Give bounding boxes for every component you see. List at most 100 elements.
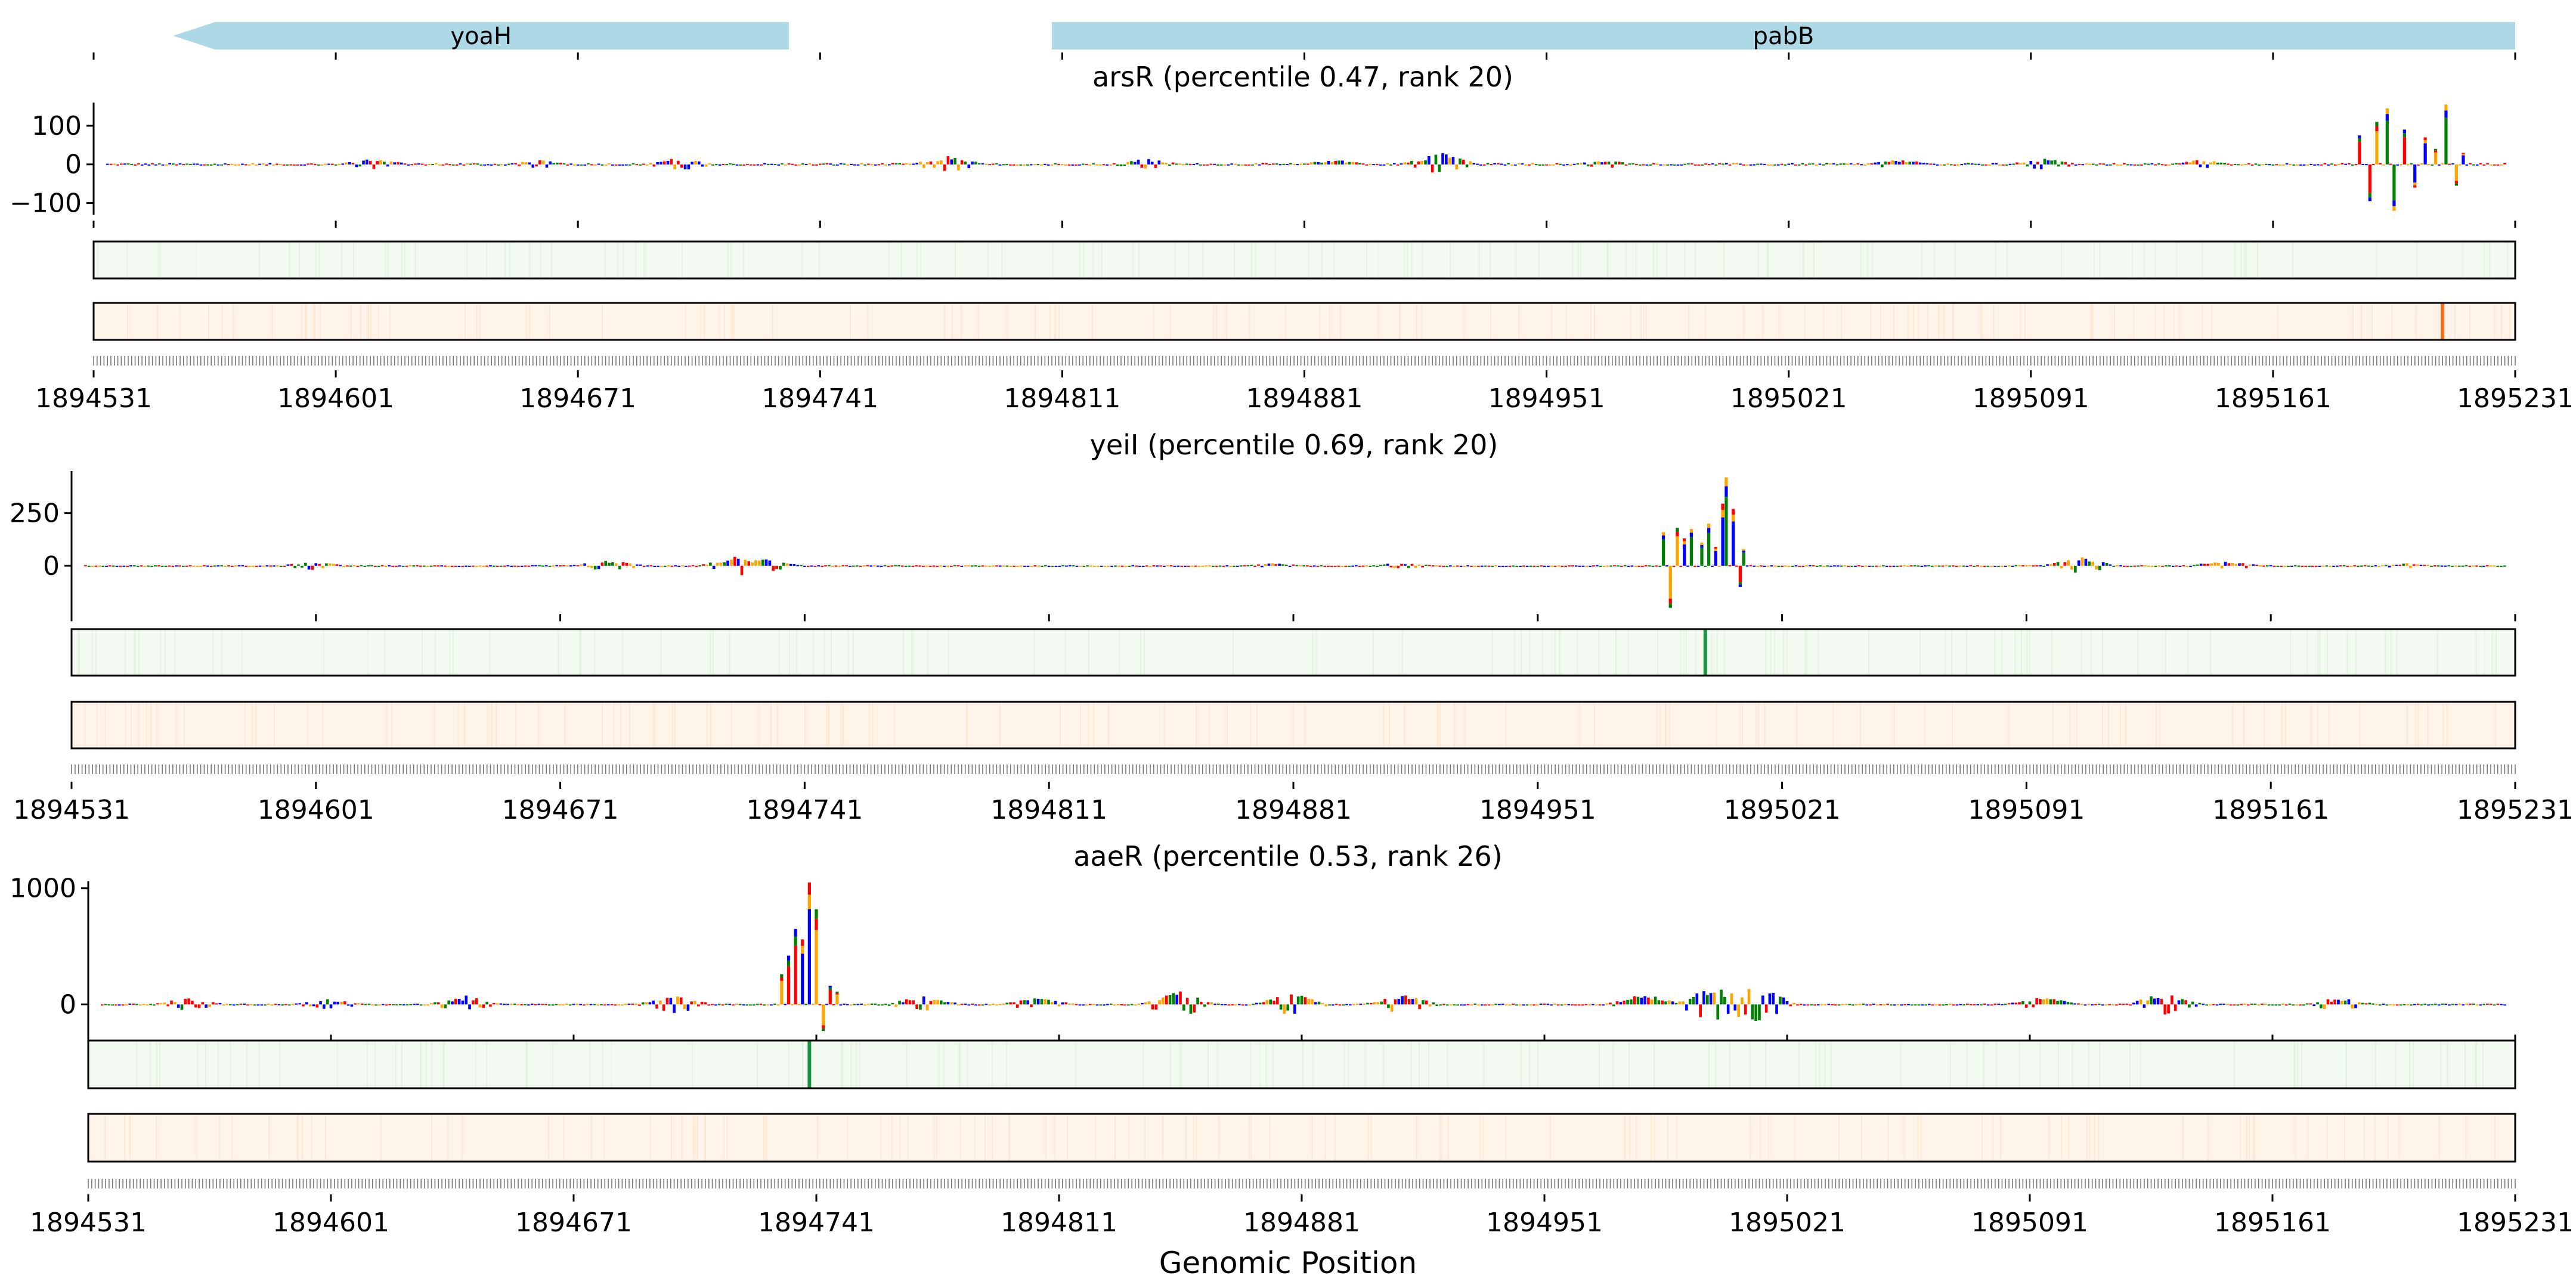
logo-letter [2433,150,2438,153]
logo-letter [1002,164,1005,166]
logo-letter [2246,1004,2250,1006]
logo-letter [677,565,680,567]
logo-letter [1386,163,1389,165]
logo-letter [1431,164,1434,173]
logo-letter [590,164,593,166]
logo-letter [2337,163,2340,165]
logo-letter [1190,565,1194,567]
peak-stack [2454,164,2458,186]
green-score-track [92,240,2516,280]
logo-letter [1103,1004,1106,1006]
gene-yoaH: yoaH [173,22,789,50]
logo-letter [831,565,834,567]
logo-letter [2258,164,2261,166]
logo-letter [1598,1004,1602,1006]
logo-letter [2039,164,2043,169]
logo-letter [2423,1004,2427,1005]
baseline-noise [84,556,2506,575]
logo-letter [1623,565,1627,566]
logo-letter [670,565,674,567]
logo-letter [468,565,471,567]
logo-letter [1253,565,1256,567]
logo-letter [1215,565,1218,567]
logo-letter [690,1001,693,1005]
logo-letter [1434,154,1438,165]
logo-letter [2399,164,2402,166]
logo-letter [1133,162,1137,165]
logo-letter [1966,1004,1969,1005]
logo-letter [2182,565,2185,566]
logo-letter [1088,164,1092,166]
logo-letter [883,565,887,566]
logo-letter [493,565,496,567]
logo-letter [1029,164,1033,166]
logo-letter [1787,163,1791,165]
logo-letter [1135,565,1138,567]
logo-letter [1930,565,1934,567]
logo-letter [459,163,462,165]
logo-letter [440,565,443,567]
gene-pabB: pabB [1051,22,2516,50]
logo-letter [2171,995,2174,1005]
logo-letter [436,1002,440,1005]
logo-letter [1417,161,1420,165]
logo-letter [104,1004,107,1005]
logo-letter [143,565,147,567]
logo-letter [1023,1000,1026,1005]
logo-letter [1782,997,1785,1005]
logo-letter [2095,565,2098,569]
logo-letter [2004,565,2007,567]
logo-letter [1219,164,1223,166]
logo-letter [192,163,196,165]
logo-letter [1742,552,1745,566]
logo-letter [1689,532,1693,537]
logo-letter [323,1004,326,1009]
logo-letter [2147,163,2150,165]
logo-letter [600,562,604,566]
logo-letter [2142,1004,2146,1008]
logo-letter [1658,565,1662,567]
x-tick-label: 1894531 [13,795,130,825]
logo-letter [657,565,660,567]
logo-letter [2375,1004,2378,1005]
logo-letter [1525,1004,1529,1006]
logo-letter [1051,565,1054,567]
logo-letter [766,163,770,165]
logo-letter [784,1004,787,1005]
logo-letter [485,565,489,567]
logo-letter [866,565,869,566]
logo-letter [87,565,91,567]
logo-letter [2370,565,2374,567]
logo-letter [1196,998,1199,1005]
logo-letter [171,565,175,567]
logo-letter [1309,162,1313,165]
logo-letter [1976,1004,1980,1006]
logo-letter [580,564,583,566]
peak-stack [794,928,797,1005]
logo-letter [2281,1004,2284,1005]
logo-letter [340,1001,343,1005]
logo-letter [1650,999,1654,1005]
logo-letter [815,930,818,1005]
logo-letter [1309,565,1312,567]
logo-letter [1079,565,1082,567]
logo-letter [1721,503,1724,510]
logo-letter [241,163,244,165]
logo-letter [311,565,314,570]
logo-letter [1476,163,1479,165]
logo-letter [1721,510,1724,518]
logo-letter [1026,565,1030,567]
logo-letter [2314,565,2318,567]
logo-letter [1179,991,1182,1005]
logo-letter [649,565,653,566]
logo-letter [336,1001,339,1005]
x-tick-label: 1894741 [746,795,863,825]
logo-letter [1358,163,1361,165]
logo-letter [2358,1002,2361,1005]
logo-letter [908,565,911,567]
logo-letter [1154,1004,1158,1010]
logo-letter [208,1004,211,1007]
logo-letter [874,164,877,166]
logo-letter [1908,162,1912,165]
logo-letter [2438,164,2441,166]
